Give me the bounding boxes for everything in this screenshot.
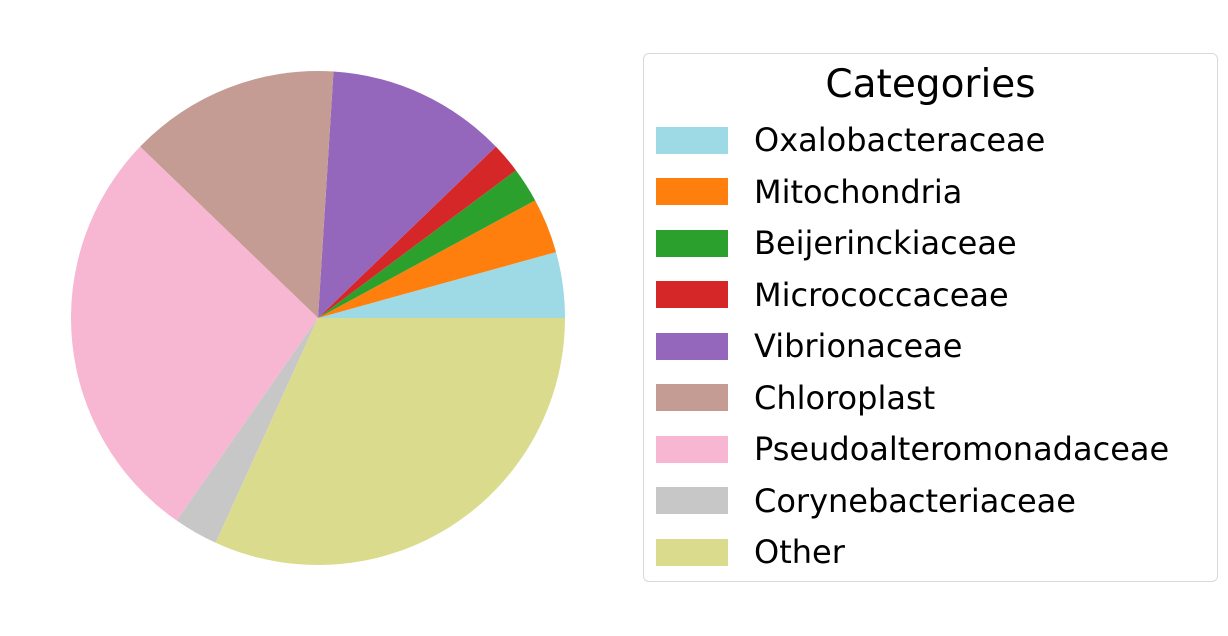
legend-swatch — [656, 487, 728, 514]
legend-label: Beijerinckiaceae — [754, 224, 1017, 262]
legend-item-oxalobacteraceae: Oxalobacteraceae — [656, 120, 1045, 160]
legend-item-chloroplast: Chloroplast — [656, 378, 935, 418]
legend-label: Mitochondria — [754, 172, 963, 211]
pie-slice-corynebacteriaceae — [176, 318, 318, 543]
legend-swatch — [656, 435, 728, 463]
legend-item-other: Other — [656, 532, 845, 572]
pie-slice-beijerinckiaceae — [318, 170, 536, 318]
pie-slice-micrococcaceae — [318, 146, 516, 318]
pie-slice-oxalobacteraceae — [318, 252, 565, 318]
legend-title: Categories — [825, 62, 1036, 107]
legend-label: Oxalobacteraceae — [754, 121, 1046, 159]
legend-item-mitochondria: Mitochondria — [656, 172, 962, 212]
pie-slice-other — [215, 318, 565, 566]
legend-item-pseudoalteromonadaceae: Pseudoalteromonadaceae — [656, 429, 1169, 469]
legend-label: Other — [754, 533, 845, 571]
pie-chart — [70, 71, 565, 566]
pie-slice-chloroplast — [140, 71, 334, 318]
legend-swatch — [656, 126, 728, 154]
legend-label: Corynebacteriaceae — [754, 481, 1076, 520]
legend-label: Micrococcaceae — [754, 275, 1009, 314]
legend-swatch — [656, 538, 728, 566]
legend-swatch — [656, 281, 728, 308]
legend-item-micrococcaceae: Micrococcaceae — [656, 275, 1009, 315]
legend-item-corynebacteriaceae: Corynebacteriaceae — [656, 481, 1076, 521]
pie-slice-mitochondria — [318, 200, 557, 318]
legend-item-beijerinckiaceae: Beijerinckiaceae — [656, 223, 1017, 263]
legend-swatch — [656, 384, 728, 411]
legend-label: Vibrionaceae — [754, 327, 963, 365]
legend: Categories Oxalobacteraceae Mitochondria B… — [643, 53, 1218, 582]
legend-swatch — [656, 229, 728, 257]
legend-label: Pseudoalteromonadaceae — [754, 430, 1170, 468]
legend-item-vibrionaceae: Vibrionaceae — [656, 326, 962, 366]
pie-slice-vibrionaceae — [318, 71, 496, 319]
pie-slice-pseudoalteromonadaceae — [70, 146, 318, 521]
legend-swatch — [656, 178, 728, 205]
legend-label: Chloroplast — [754, 378, 936, 417]
legend-swatch — [656, 332, 728, 360]
